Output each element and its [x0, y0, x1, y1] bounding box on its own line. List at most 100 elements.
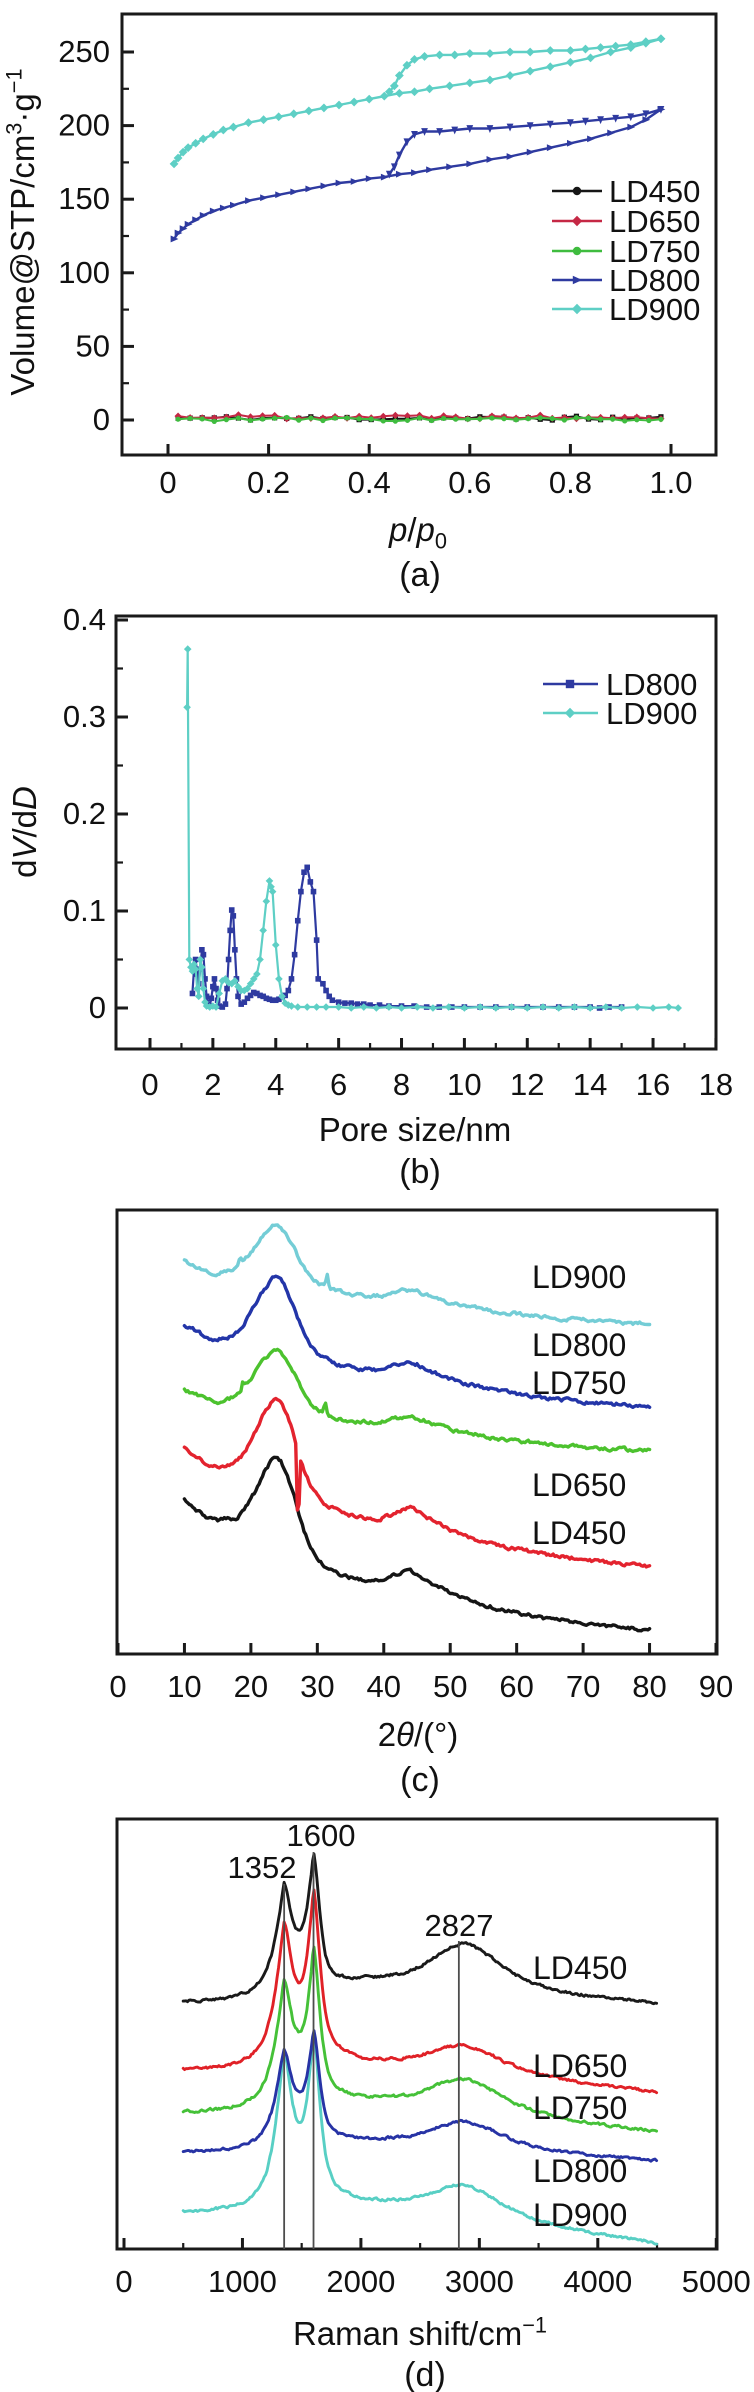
curve-label-LD650: LD650	[532, 1467, 626, 1503]
marker-diamond	[633, 413, 641, 421]
x-axis-title: 2θ/(°)	[378, 1716, 459, 1753]
marker-diamond	[429, 1004, 437, 1012]
marker-square	[411, 1003, 417, 1009]
curve-label-LD900: LD900	[532, 1259, 626, 1295]
x-tick-label: 12	[510, 1067, 544, 1102]
marker-square	[210, 983, 216, 990]
marker-diamond	[626, 40, 636, 50]
legend-item-LD800: LD800	[543, 667, 697, 702]
marker-diamond	[265, 877, 274, 885]
marker-diamond	[256, 955, 264, 964]
marker-diamond	[185, 955, 194, 964]
marker-diamond	[674, 1004, 682, 1012]
marker-square	[291, 951, 298, 958]
marker-square	[367, 1002, 373, 1008]
marker-circle	[187, 415, 193, 422]
marker-diamond	[391, 411, 399, 419]
marker-diamond	[259, 115, 268, 125]
marker-circle	[537, 415, 543, 421]
marker-circle	[549, 415, 555, 422]
marker-diamond	[394, 88, 404, 98]
marker-tri-right	[174, 229, 183, 237]
marker-tri-right	[446, 163, 455, 171]
x-tick-label: 6	[330, 1067, 347, 1102]
marker-diamond	[389, 81, 399, 91]
marker-tri-right	[395, 170, 404, 178]
panel-caption-a: (a)	[399, 556, 441, 594]
marker-circle	[380, 418, 386, 424]
marker-diamond	[485, 75, 495, 85]
marker-circle	[308, 415, 314, 421]
marker-diamond	[384, 87, 394, 97]
series-LD750	[175, 414, 664, 425]
marker-square	[192, 956, 199, 963]
marker-square	[272, 997, 279, 1004]
y-tick-label: 0.3	[63, 699, 106, 734]
panel-b-axes: 0 2 4 6 8 10 12 14 16 18 0 0.1 0.2 0.3 0.4	[63, 602, 733, 1102]
y-tick-label: 0.2	[63, 796, 106, 831]
plot-frame	[120, 12, 718, 457]
marker-diamond	[359, 1003, 368, 1011]
marker-diamond	[656, 34, 666, 44]
marker-tri-right	[567, 139, 575, 147]
marker-circle	[597, 416, 604, 422]
curve-label-LD450: LD450	[532, 1515, 626, 1551]
marker-diamond	[492, 1004, 500, 1012]
marker-square	[307, 879, 314, 885]
marker-square	[304, 864, 310, 871]
marker-tri-right	[486, 156, 495, 163]
marker-tri-right	[627, 123, 636, 131]
marker-tri-right	[335, 179, 344, 187]
marker-diamond	[319, 103, 329, 113]
marker-circle	[489, 415, 495, 421]
marker-square	[208, 995, 215, 1002]
legend-label: LD800	[609, 263, 700, 298]
x-tick-label: 18	[699, 1067, 733, 1102]
marker-circle	[573, 415, 580, 421]
marker-square	[225, 956, 232, 963]
marker-diamond	[372, 1004, 381, 1012]
series-line-LD650	[182, 1396, 652, 1569]
marker-diamond	[564, 707, 576, 719]
marker-tri-down	[506, 123, 514, 132]
x-tick-label: 0	[109, 1669, 126, 1704]
marker-square	[354, 1001, 361, 1007]
marker-circle	[392, 418, 398, 424]
series-LD450	[182, 1455, 652, 1633]
marker-diamond	[347, 1004, 356, 1012]
marker-circle	[272, 415, 278, 421]
marker-tri-right	[411, 169, 419, 177]
series-line-LD800	[191, 866, 623, 1010]
marker-tri-right	[219, 204, 228, 212]
marker-tri-right	[426, 166, 434, 174]
marker-diamond	[539, 1003, 547, 1011]
marker-square	[228, 907, 235, 913]
marker-diamond	[274, 112, 284, 122]
series-LD800-adsorption	[170, 106, 666, 243]
marker-circle	[610, 416, 616, 422]
series-line-LD800	[182, 1274, 652, 1409]
panel-d-raman-chart: 0 1000 2000 3000 4000 5000 Raman shift/cm−1 (d)…	[115, 1817, 751, 2392]
marker-diamond	[183, 645, 192, 653]
marker-circle	[441, 415, 447, 422]
marker-circle	[332, 415, 338, 421]
marker-tri-down	[466, 125, 474, 133]
x-tick-label: 20	[234, 1669, 268, 1704]
marker-tri-right	[607, 129, 616, 137]
marker-circle	[572, 186, 582, 196]
marker-circle	[634, 417, 640, 423]
marker-tri-down	[657, 106, 665, 114]
marker-tri-down	[486, 125, 494, 133]
panel-caption-d: (d)	[404, 2356, 446, 2392]
x-tick-label: 70	[566, 1669, 600, 1704]
marker-diamond	[271, 411, 279, 420]
marker-diamond	[420, 52, 429, 61]
marker-square	[565, 679, 575, 689]
x-tick-label: 0	[159, 465, 176, 500]
marker-diamond	[259, 926, 267, 935]
marker-diamond	[379, 412, 387, 420]
x-tick-label: 0.4	[348, 465, 391, 500]
marker-square	[216, 1003, 222, 1009]
y-tick-label: 0	[93, 402, 110, 437]
